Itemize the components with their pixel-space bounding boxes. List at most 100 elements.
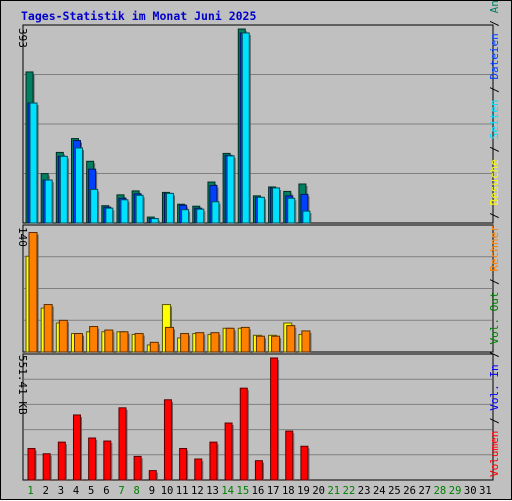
volume-bar-volumen-day-16 — [254, 460, 263, 481]
chart-title: Tages-Statistik im Monat Juni 2025 — [21, 9, 256, 23]
visits-bar-rechner-day-3 — [58, 319, 68, 353]
x-tick-label-day-15: 15 — [237, 485, 250, 497]
x-tick-label-day-1: 1 — [27, 485, 33, 497]
x-tick-label-day-3: 3 — [58, 485, 64, 497]
x-tick-label-day-6: 6 — [103, 485, 109, 497]
legend-entry: / — [488, 278, 501, 291]
legend-entry: / — [488, 417, 501, 430]
x-tick-label-day-8: 8 — [134, 485, 140, 497]
visits-bar-rechner-day-15 — [240, 326, 250, 353]
visits-bar-rechner-day-11 — [180, 333, 190, 353]
legend-entry: Volumen — [488, 431, 501, 477]
legend-entry: / — [488, 351, 501, 364]
volume-bar-volumen-day-10 — [163, 399, 172, 481]
requests-bar-seiten-day-18 — [287, 197, 296, 224]
x-tick-label-day-31: 31 — [479, 485, 492, 497]
legend-entry: Vol. Out — [488, 292, 501, 352]
visits-bar-rechner-day-4 — [73, 333, 83, 353]
volume-bar-volumen-day-1 — [27, 448, 36, 481]
visits-bar-rechner-day-8 — [134, 333, 144, 353]
x-tick-label-day-17: 17 — [267, 485, 280, 497]
visits-bar-rechner-day-1 — [28, 232, 38, 353]
requests-bar-seiten-day-12 — [196, 208, 205, 224]
x-tick-label-day-27: 27 — [418, 485, 431, 497]
series-legend: Volumen / Vol. In / Vol. Out / Rechner /… — [488, 1, 501, 477]
x-tick-label-day-29: 29 — [449, 485, 462, 497]
x-tick-label-day-26: 26 — [403, 485, 416, 497]
x-tick-label-day-4: 4 — [73, 485, 79, 497]
x-tick-label-day-11: 11 — [176, 485, 189, 497]
x-tick-label-day-10: 10 — [161, 485, 174, 497]
legend-entry: Besuche — [488, 159, 501, 212]
x-tick-label-day-28: 28 — [434, 485, 447, 497]
requests-bar-seiten-day-11 — [181, 209, 190, 224]
volume-plot-area — [22, 353, 494, 481]
volume-bar-volumen-day-8 — [133, 455, 142, 481]
x-tick-label-day-30: 30 — [464, 485, 477, 497]
visits-bar-rechner-day-12 — [195, 332, 205, 353]
legend-entry: / — [488, 212, 501, 225]
requests-bar-seiten-day-13 — [211, 201, 220, 224]
requests-bar-seiten-day-3 — [59, 155, 68, 224]
visits-bar-rechner-day-13 — [210, 332, 220, 353]
x-tick-label-day-5: 5 — [88, 485, 94, 497]
legend-entry: Anfragen — [488, 1, 501, 20]
requests-bar-seiten-day-15 — [241, 32, 250, 224]
visits-bar-rechner-day-17 — [271, 335, 281, 353]
volume-bar-volumen-day-18 — [285, 430, 294, 481]
x-tick-label-day-21: 21 — [327, 485, 340, 497]
legend-entry: Seiten — [488, 99, 501, 145]
legend-entry: Dateien — [488, 33, 501, 86]
legend-entry: / — [488, 146, 501, 159]
requests-bar-seiten-day-14 — [226, 155, 235, 224]
volume-bar-volumen-day-7 — [118, 407, 127, 481]
volume-bar-volumen-day-12 — [194, 458, 203, 481]
legend-entry: / — [488, 86, 501, 99]
volume-bar-volumen-day-5 — [88, 437, 97, 481]
volume-bar-volumen-day-4 — [72, 414, 81, 481]
y-max-label-visits: 140 — [16, 227, 29, 247]
volume-bar-volumen-day-6 — [103, 440, 112, 481]
x-axis-day-labels: 1 2 3 4 5 6 7 8 9 10 11 12 13 14 15 16 17 18 19 20 21 22 23 24 2… — [27, 485, 491, 497]
requests-bar-seiten-day-2 — [44, 179, 53, 224]
visits-bar-rechner-day-10 — [164, 326, 174, 353]
x-tick-label-day-14: 14 — [221, 485, 234, 497]
volume-bar-volumen-day-11 — [179, 448, 188, 481]
panel-volume — [22, 353, 494, 481]
volume-bar-volumen-day-19 — [300, 445, 309, 481]
visits-bar-rechner-day-9 — [149, 341, 159, 353]
visits-bar-rechner-day-6 — [104, 329, 114, 353]
volume-bar-volumen-day-14 — [224, 422, 233, 481]
x-tick-label-day-22: 22 — [343, 485, 356, 497]
x-tick-label-day-24: 24 — [373, 485, 386, 497]
x-tick-label-day-23: 23 — [358, 485, 371, 497]
x-tick-label-day-12: 12 — [191, 485, 204, 497]
panel-requests — [22, 24, 494, 224]
y-max-label-requests: 393 — [16, 28, 29, 48]
x-tick-label-day-19: 19 — [297, 485, 310, 497]
visits-bar-rechner-day-5 — [89, 326, 99, 353]
x-tick-label-day-18: 18 — [282, 485, 295, 497]
legend-entry: Vol. In — [488, 364, 501, 417]
y-max-label-volume: 551.41 KB — [16, 355, 29, 415]
volume-bar-volumen-day-3 — [57, 441, 66, 481]
volume-bar-volumen-day-2 — [42, 453, 51, 481]
x-tick-label-day-2: 2 — [43, 485, 49, 497]
x-tick-label-day-9: 9 — [149, 485, 155, 497]
requests-bar-seiten-day-16 — [256, 196, 265, 224]
panel-visits — [22, 224, 494, 353]
volume-bar-volumen-day-17 — [270, 357, 279, 481]
requests-bar-seiten-day-8 — [135, 194, 144, 224]
visits-bar-rechner-day-7 — [119, 331, 129, 353]
legend-entry: / — [488, 20, 501, 33]
volume-bar-volumen-day-13 — [209, 441, 218, 481]
requests-bar-seiten-day-19 — [302, 210, 311, 224]
requests-bar-seiten-day-17 — [272, 187, 281, 224]
visits-bar-rechner-day-2 — [43, 304, 53, 353]
requests-bar-seiten-day-5 — [90, 188, 99, 224]
volume-bar-volumen-day-15 — [239, 387, 248, 481]
visits-bar-rechner-day-14 — [225, 327, 235, 353]
visits-bar-rechner-day-16 — [255, 335, 265, 353]
